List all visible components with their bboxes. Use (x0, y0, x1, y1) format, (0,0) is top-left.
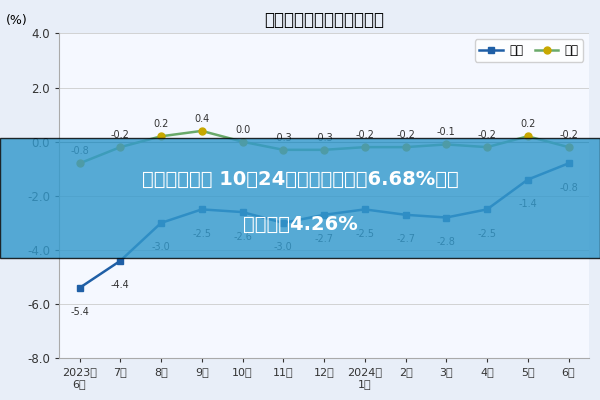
Text: -3.0: -3.0 (274, 242, 293, 252)
Text: -0.2: -0.2 (478, 130, 496, 140)
Text: -0.2: -0.2 (355, 130, 374, 140)
Text: 股溢价率4.26%: 股溢价率4.26% (242, 215, 358, 234)
Text: -5.4: -5.4 (70, 307, 89, 317)
环比 (320, 148, 328, 152)
Text: -0.2: -0.2 (111, 130, 130, 140)
Text: -2.5: -2.5 (192, 229, 211, 239)
Text: -1.4: -1.4 (518, 199, 537, 209)
同比 (117, 258, 124, 263)
Text: -0.2: -0.2 (396, 130, 415, 140)
Y-axis label: (%): (%) (6, 14, 28, 27)
环比 (239, 139, 246, 144)
Text: -0.8: -0.8 (559, 183, 578, 193)
同比 (320, 212, 328, 217)
Text: 0.4: 0.4 (194, 114, 209, 124)
Text: -2.5: -2.5 (478, 229, 497, 239)
环比 (443, 142, 450, 147)
环比 (484, 145, 491, 150)
Text: -2.8: -2.8 (437, 237, 456, 247)
Line: 同比: 同比 (76, 160, 572, 291)
环比 (524, 134, 532, 139)
Legend: 同比, 环比: 同比, 环比 (475, 39, 583, 62)
Text: 0.0: 0.0 (235, 125, 250, 135)
环比 (76, 161, 83, 166)
环比 (402, 145, 409, 150)
同比 (402, 212, 409, 217)
Text: 全国十大配资 10月24日金诚转债下跌6.68%，转: 全国十大配资 10月24日金诚转债下跌6.68%，转 (142, 170, 458, 189)
Text: -2.7: -2.7 (314, 234, 334, 244)
同比 (524, 177, 532, 182)
同比 (157, 220, 164, 225)
环比 (565, 145, 572, 150)
同比 (565, 161, 572, 166)
Text: -0.2: -0.2 (559, 130, 578, 140)
环比 (198, 128, 205, 133)
同比 (443, 215, 450, 220)
同比 (484, 207, 491, 212)
Text: -0.3: -0.3 (314, 133, 334, 143)
同比 (361, 207, 368, 212)
环比 (280, 148, 287, 152)
Text: 0.2: 0.2 (154, 119, 169, 129)
Text: -4.4: -4.4 (111, 280, 130, 290)
Line: 环比: 环比 (76, 128, 572, 167)
Text: -0.3: -0.3 (274, 133, 293, 143)
Text: -2.6: -2.6 (233, 232, 252, 242)
Text: -2.5: -2.5 (355, 229, 374, 239)
Text: 0.2: 0.2 (520, 119, 535, 129)
同比 (280, 220, 287, 225)
同比 (76, 286, 83, 290)
Text: -0.1: -0.1 (437, 128, 455, 138)
同比 (239, 210, 246, 214)
Title: 工业生产者出厂价格涨跌幅: 工业生产者出厂价格涨跌幅 (264, 11, 384, 29)
环比 (117, 145, 124, 150)
环比 (157, 134, 164, 139)
环比 (361, 145, 368, 150)
Text: -3.0: -3.0 (152, 242, 170, 252)
同比 (198, 207, 205, 212)
Text: -2.7: -2.7 (396, 234, 415, 244)
Text: -0.8: -0.8 (70, 146, 89, 156)
